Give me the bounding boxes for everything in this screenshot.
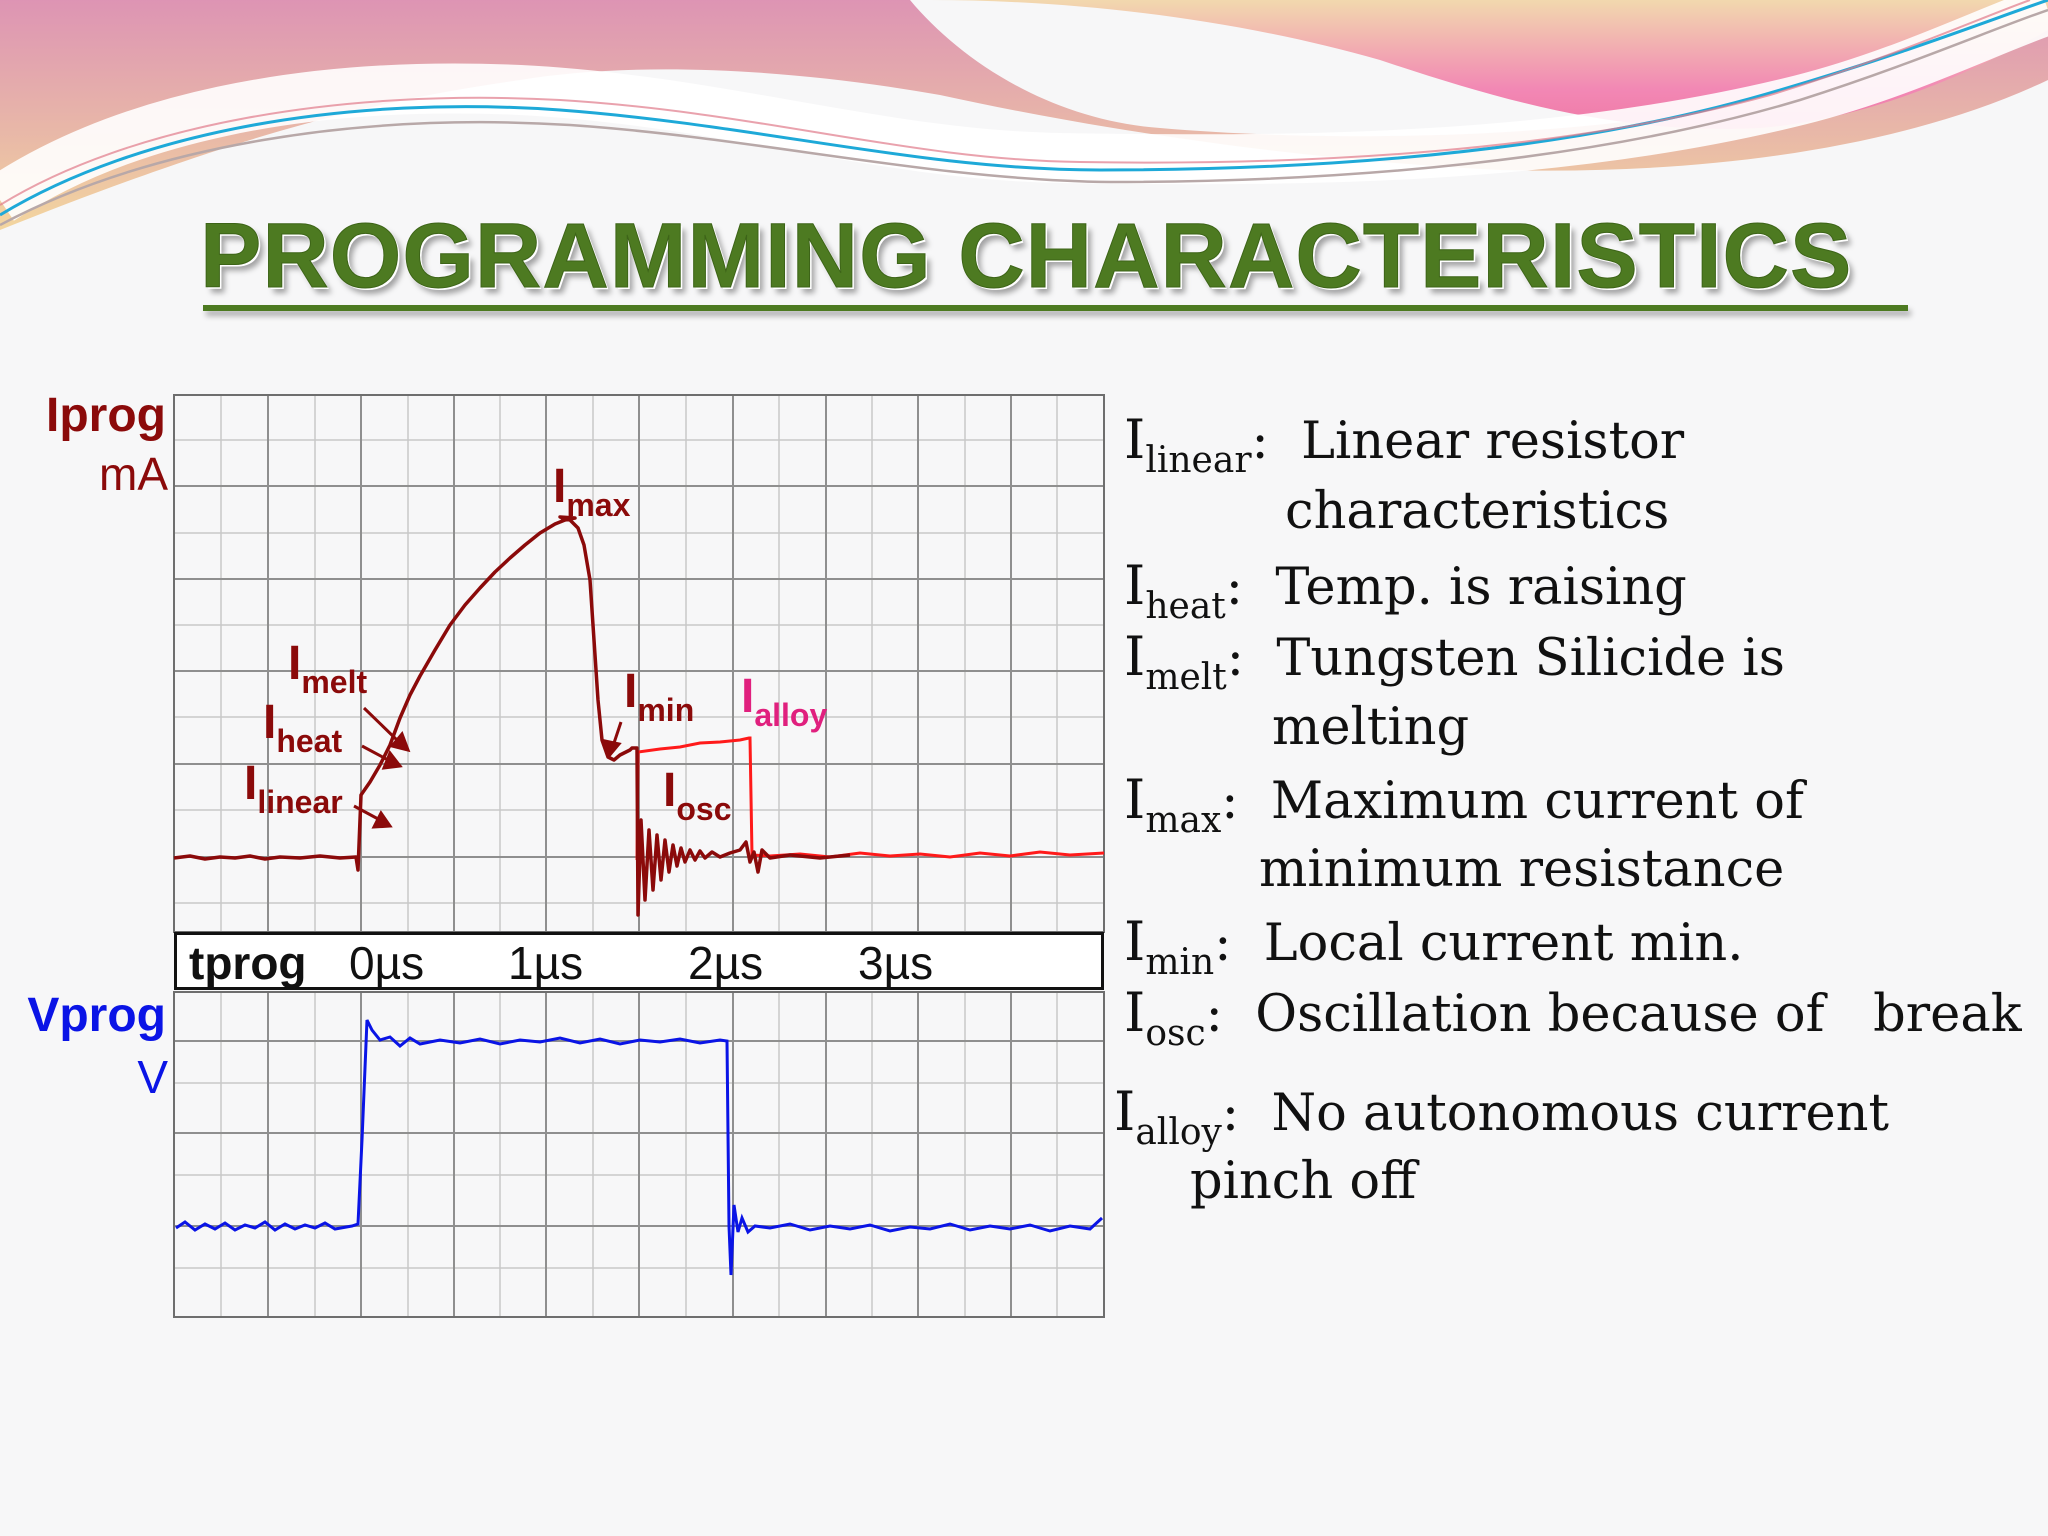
definition-imax: Imax: Maximum current of <box>1124 768 1804 842</box>
marker-iosc: Iosc <box>663 764 732 827</box>
marker-ilinear: Ilinear <box>244 757 343 820</box>
current-axis-label: Iprog <box>46 389 166 442</box>
definition-iosc: Iosc: Oscillation because of break <box>1124 981 2022 1055</box>
voltage-axis-label: Vprog <box>27 989 166 1042</box>
marker-imin: Imin <box>624 665 695 728</box>
current-trace <box>173 515 851 917</box>
time-tick-0: 0µs <box>349 937 425 989</box>
time-axis-box: tprog 0µs 1µs 2µs 3µs <box>174 932 1104 990</box>
marker-ialloy: Ialloy <box>741 670 828 733</box>
title-underline <box>203 305 1908 311</box>
background-wave-decoration <box>0 0 2048 230</box>
current-axis-unit: mA <box>99 448 168 500</box>
definition-iheat: Iheat: Temp. is raising <box>1124 554 1687 628</box>
definition-ialloy: Ialloy: No autonomous current <box>1114 1080 1889 1154</box>
slide-title: PROGRAMMING CHARACTERISTICS <box>200 205 1853 307</box>
time-axis-label: tprog <box>189 937 307 989</box>
definition-imax-cont: minimum resistance <box>1259 840 1785 899</box>
definition-ilinear-cont: characteristics <box>1285 482 1670 541</box>
voltage-axis-unit: V <box>137 1051 168 1103</box>
definition-ialloy-cont: pinch off <box>1190 1152 1417 1211</box>
time-tick-3: 3µs <box>858 937 934 989</box>
definition-imelt: Imelt: Tungsten Silicide is <box>1124 625 1785 699</box>
time-tick-2: 2µs <box>688 937 764 989</box>
time-tick-1: 1µs <box>508 937 584 989</box>
voltage-trace <box>175 1019 1104 1276</box>
marker-imax: Imax <box>553 460 631 523</box>
definition-ilinear: Ilinear: Linear resistor <box>1124 408 1685 482</box>
marker-imelt: Imelt <box>288 637 368 700</box>
definition-imelt-cont: melting <box>1272 698 1470 757</box>
marker-iheat: Iheat <box>263 696 343 759</box>
annotation-arrows <box>353 706 623 829</box>
definition-imin: Imin: Local current min. <box>1124 910 1744 984</box>
